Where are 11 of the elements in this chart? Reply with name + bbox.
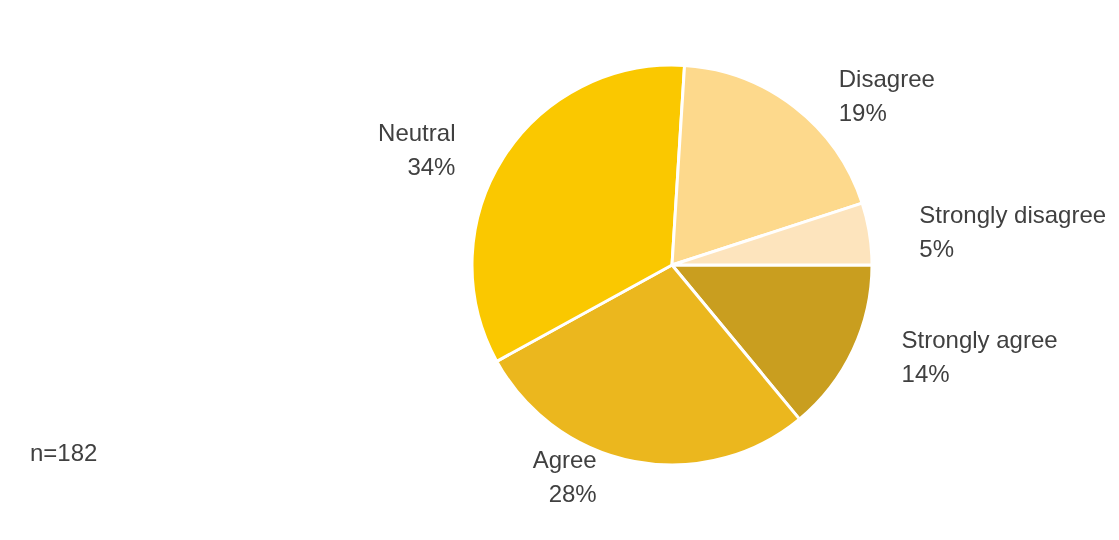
data-label: 19% <box>838 98 887 126</box>
slice-label: Neutral <box>378 119 456 147</box>
data-label: 5% <box>919 234 955 262</box>
slice-label: Agree <box>532 445 597 473</box>
slice-label: Strongly agree <box>901 326 1058 354</box>
slice-label: Strongly disagree <box>919 200 1107 228</box>
data-label: 14% <box>901 360 950 388</box>
data-label: 34% <box>407 153 456 181</box>
data-label: 28% <box>548 479 597 507</box>
text: n=182 <box>30 438 98 466</box>
slice-label: Disagree <box>838 64 935 92</box>
